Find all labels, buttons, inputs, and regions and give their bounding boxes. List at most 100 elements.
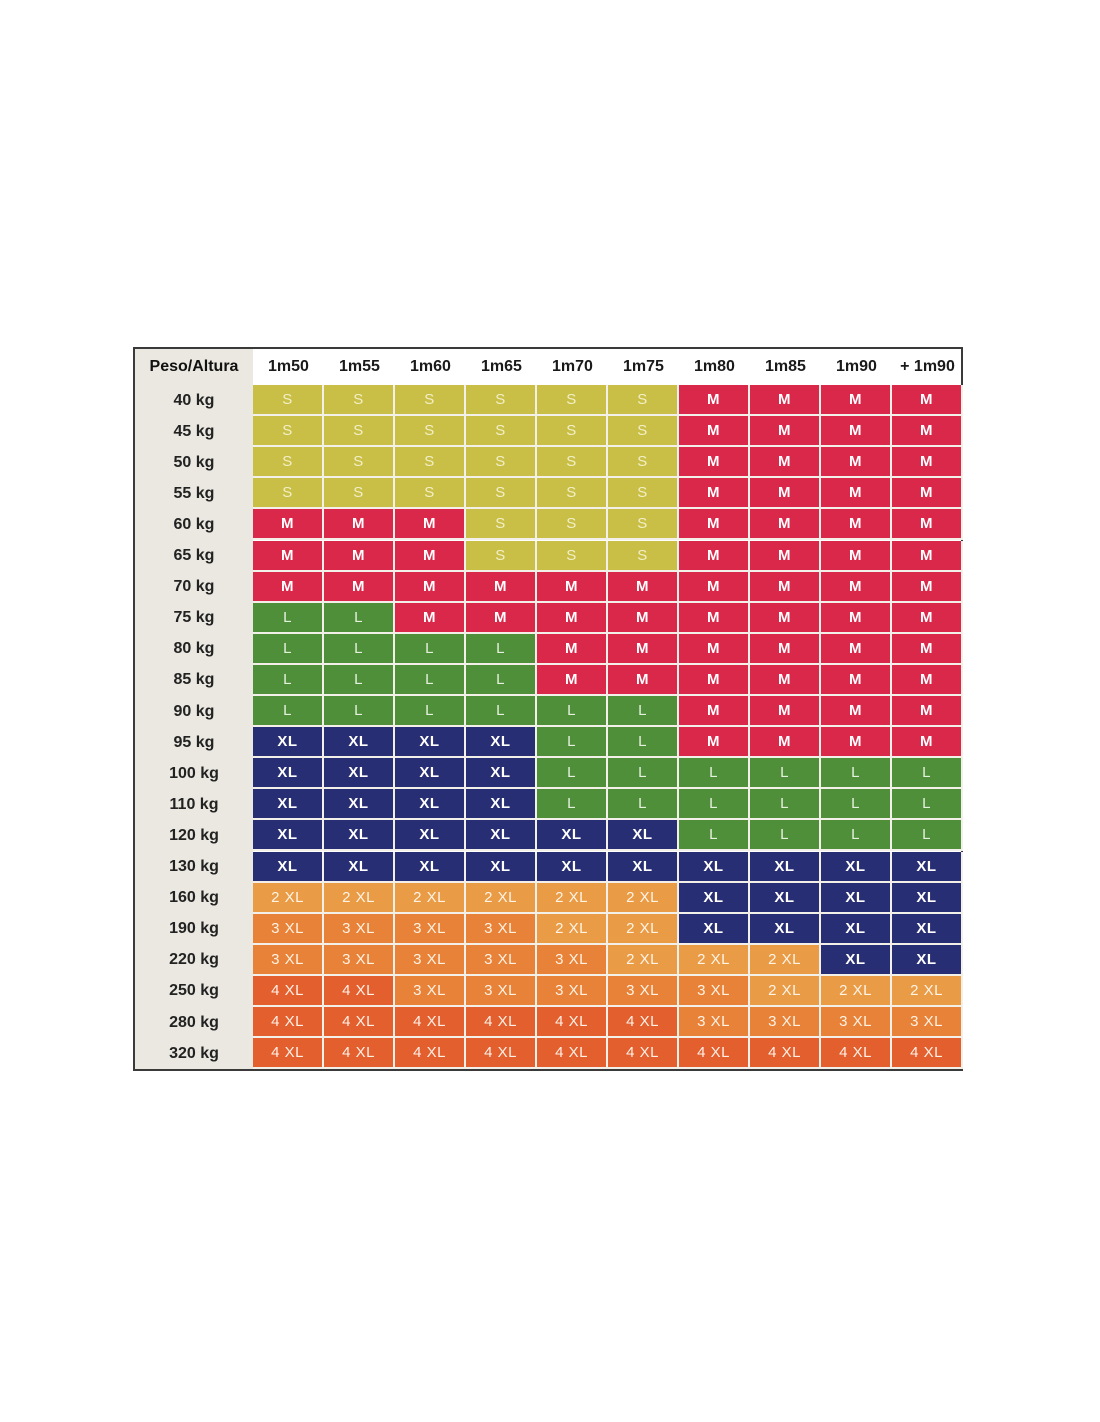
size-cell: S bbox=[324, 447, 395, 479]
size-cell: XL bbox=[253, 851, 324, 883]
size-cell: 3 XL bbox=[395, 975, 466, 1007]
size-cell: S bbox=[466, 416, 537, 448]
size-cell: 3 XL bbox=[537, 944, 608, 976]
size-cell: 4 XL bbox=[608, 1038, 679, 1070]
size-cell: XL bbox=[537, 820, 608, 852]
size-cell: L bbox=[466, 696, 537, 728]
size-cell: 4 XL bbox=[892, 1038, 963, 1070]
size-cell: 3 XL bbox=[679, 975, 750, 1007]
row-header-80-kg: 80 kg bbox=[173, 640, 215, 658]
size-cell: M bbox=[608, 633, 679, 665]
size-cell: XL bbox=[324, 758, 395, 790]
row-label-column bbox=[135, 349, 253, 1069]
size-cell: M bbox=[821, 633, 892, 665]
size-cell: M bbox=[679, 727, 750, 759]
size-cell: 3 XL bbox=[466, 913, 537, 945]
column-header-1m85: 1m85 bbox=[765, 358, 806, 375]
size-cell: XL bbox=[608, 851, 679, 883]
size-cell: M bbox=[679, 447, 750, 479]
size-cell: L bbox=[821, 789, 892, 821]
size-cell: M bbox=[608, 664, 679, 696]
size-cell: M bbox=[750, 727, 821, 759]
size-cell: 3 XL bbox=[466, 944, 537, 976]
size-cell: L bbox=[253, 633, 324, 665]
size-cell: M bbox=[892, 664, 963, 696]
size-cell: M bbox=[892, 602, 963, 634]
size-cell: XL bbox=[679, 882, 750, 914]
size-chart-table: Peso/Altura 1m50 1m55 1m60 1m65 1m70 1m75 1m80… bbox=[133, 347, 963, 1071]
size-cell: XL bbox=[679, 913, 750, 945]
size-cell: M bbox=[821, 571, 892, 603]
size-cell: L bbox=[608, 789, 679, 821]
size-cell: S bbox=[537, 478, 608, 510]
size-cell: M bbox=[750, 447, 821, 479]
size-cell: M bbox=[608, 571, 679, 603]
size-cell: 3 XL bbox=[253, 944, 324, 976]
size-cell: XL bbox=[395, 789, 466, 821]
size-cell: M bbox=[750, 664, 821, 696]
size-cell: 2 XL bbox=[892, 975, 963, 1007]
row-header-75-kg: 75 kg bbox=[173, 609, 215, 627]
size-cell: 2 XL bbox=[679, 944, 750, 976]
size-cell: L bbox=[679, 820, 750, 852]
size-cell: XL bbox=[395, 851, 466, 883]
size-cell: L bbox=[324, 633, 395, 665]
size-cell: 3 XL bbox=[466, 975, 537, 1007]
size-cell: L bbox=[679, 758, 750, 790]
size-cell: M bbox=[324, 571, 395, 603]
size-cell: 4 XL bbox=[537, 1007, 608, 1039]
row-header-95-kg: 95 kg bbox=[173, 733, 215, 751]
size-cell: L bbox=[537, 758, 608, 790]
size-cell: S bbox=[466, 509, 537, 541]
size-cell: 4 XL bbox=[537, 1038, 608, 1070]
size-cell: M bbox=[537, 664, 608, 696]
size-cell: S bbox=[608, 478, 679, 510]
size-cell: 4 XL bbox=[679, 1038, 750, 1070]
row-header-110-kg: 110 kg bbox=[169, 795, 219, 813]
row-header-250-kg: 250 kg bbox=[169, 982, 219, 1000]
size-cell: L bbox=[253, 664, 324, 696]
size-cell: M bbox=[537, 571, 608, 603]
size-cell: L bbox=[750, 758, 821, 790]
size-cell: L bbox=[892, 758, 963, 790]
size-cell: 2 XL bbox=[395, 882, 466, 914]
size-cell: M bbox=[750, 416, 821, 448]
size-cell: L bbox=[324, 664, 395, 696]
row-header-70-kg: 70 kg bbox=[173, 578, 215, 596]
row-header-90-kg: 90 kg bbox=[173, 702, 215, 720]
size-cell: S bbox=[537, 385, 608, 417]
size-cell: XL bbox=[253, 789, 324, 821]
size-cell: 2 XL bbox=[324, 882, 395, 914]
size-cell: XL bbox=[466, 820, 537, 852]
size-cell: XL bbox=[892, 944, 963, 976]
size-cell: S bbox=[537, 447, 608, 479]
size-cell: L bbox=[253, 696, 324, 728]
size-cell: S bbox=[395, 478, 466, 510]
size-cell: 4 XL bbox=[324, 1007, 395, 1039]
size-cell: XL bbox=[466, 851, 537, 883]
size-cell: M bbox=[466, 602, 537, 634]
size-cell: M bbox=[679, 602, 750, 634]
column-header-1m70: 1m70 bbox=[552, 358, 593, 375]
size-cell: XL bbox=[608, 820, 679, 852]
size-cell: 3 XL bbox=[608, 975, 679, 1007]
column-header-1m60: 1m60 bbox=[410, 358, 451, 375]
size-cell: M bbox=[324, 509, 395, 541]
size-cell: L bbox=[679, 789, 750, 821]
size-cell: L bbox=[750, 789, 821, 821]
size-cell: 2 XL bbox=[537, 913, 608, 945]
size-cell: M bbox=[679, 696, 750, 728]
size-cell: S bbox=[466, 385, 537, 417]
column-header-1m55: 1m55 bbox=[339, 358, 380, 375]
size-cell: L bbox=[324, 602, 395, 634]
size-cell: L bbox=[537, 789, 608, 821]
size-cell: M bbox=[892, 540, 963, 572]
corner-label: Peso/Altura bbox=[149, 358, 239, 375]
column-header-1m50: 1m50 bbox=[268, 358, 309, 375]
row-header-280-kg: 280 kg bbox=[169, 1013, 219, 1031]
size-cell: M bbox=[821, 664, 892, 696]
size-cell: XL bbox=[750, 913, 821, 945]
size-cell: S bbox=[466, 540, 537, 572]
size-cell: 3 XL bbox=[324, 913, 395, 945]
size-cell: S bbox=[395, 385, 466, 417]
